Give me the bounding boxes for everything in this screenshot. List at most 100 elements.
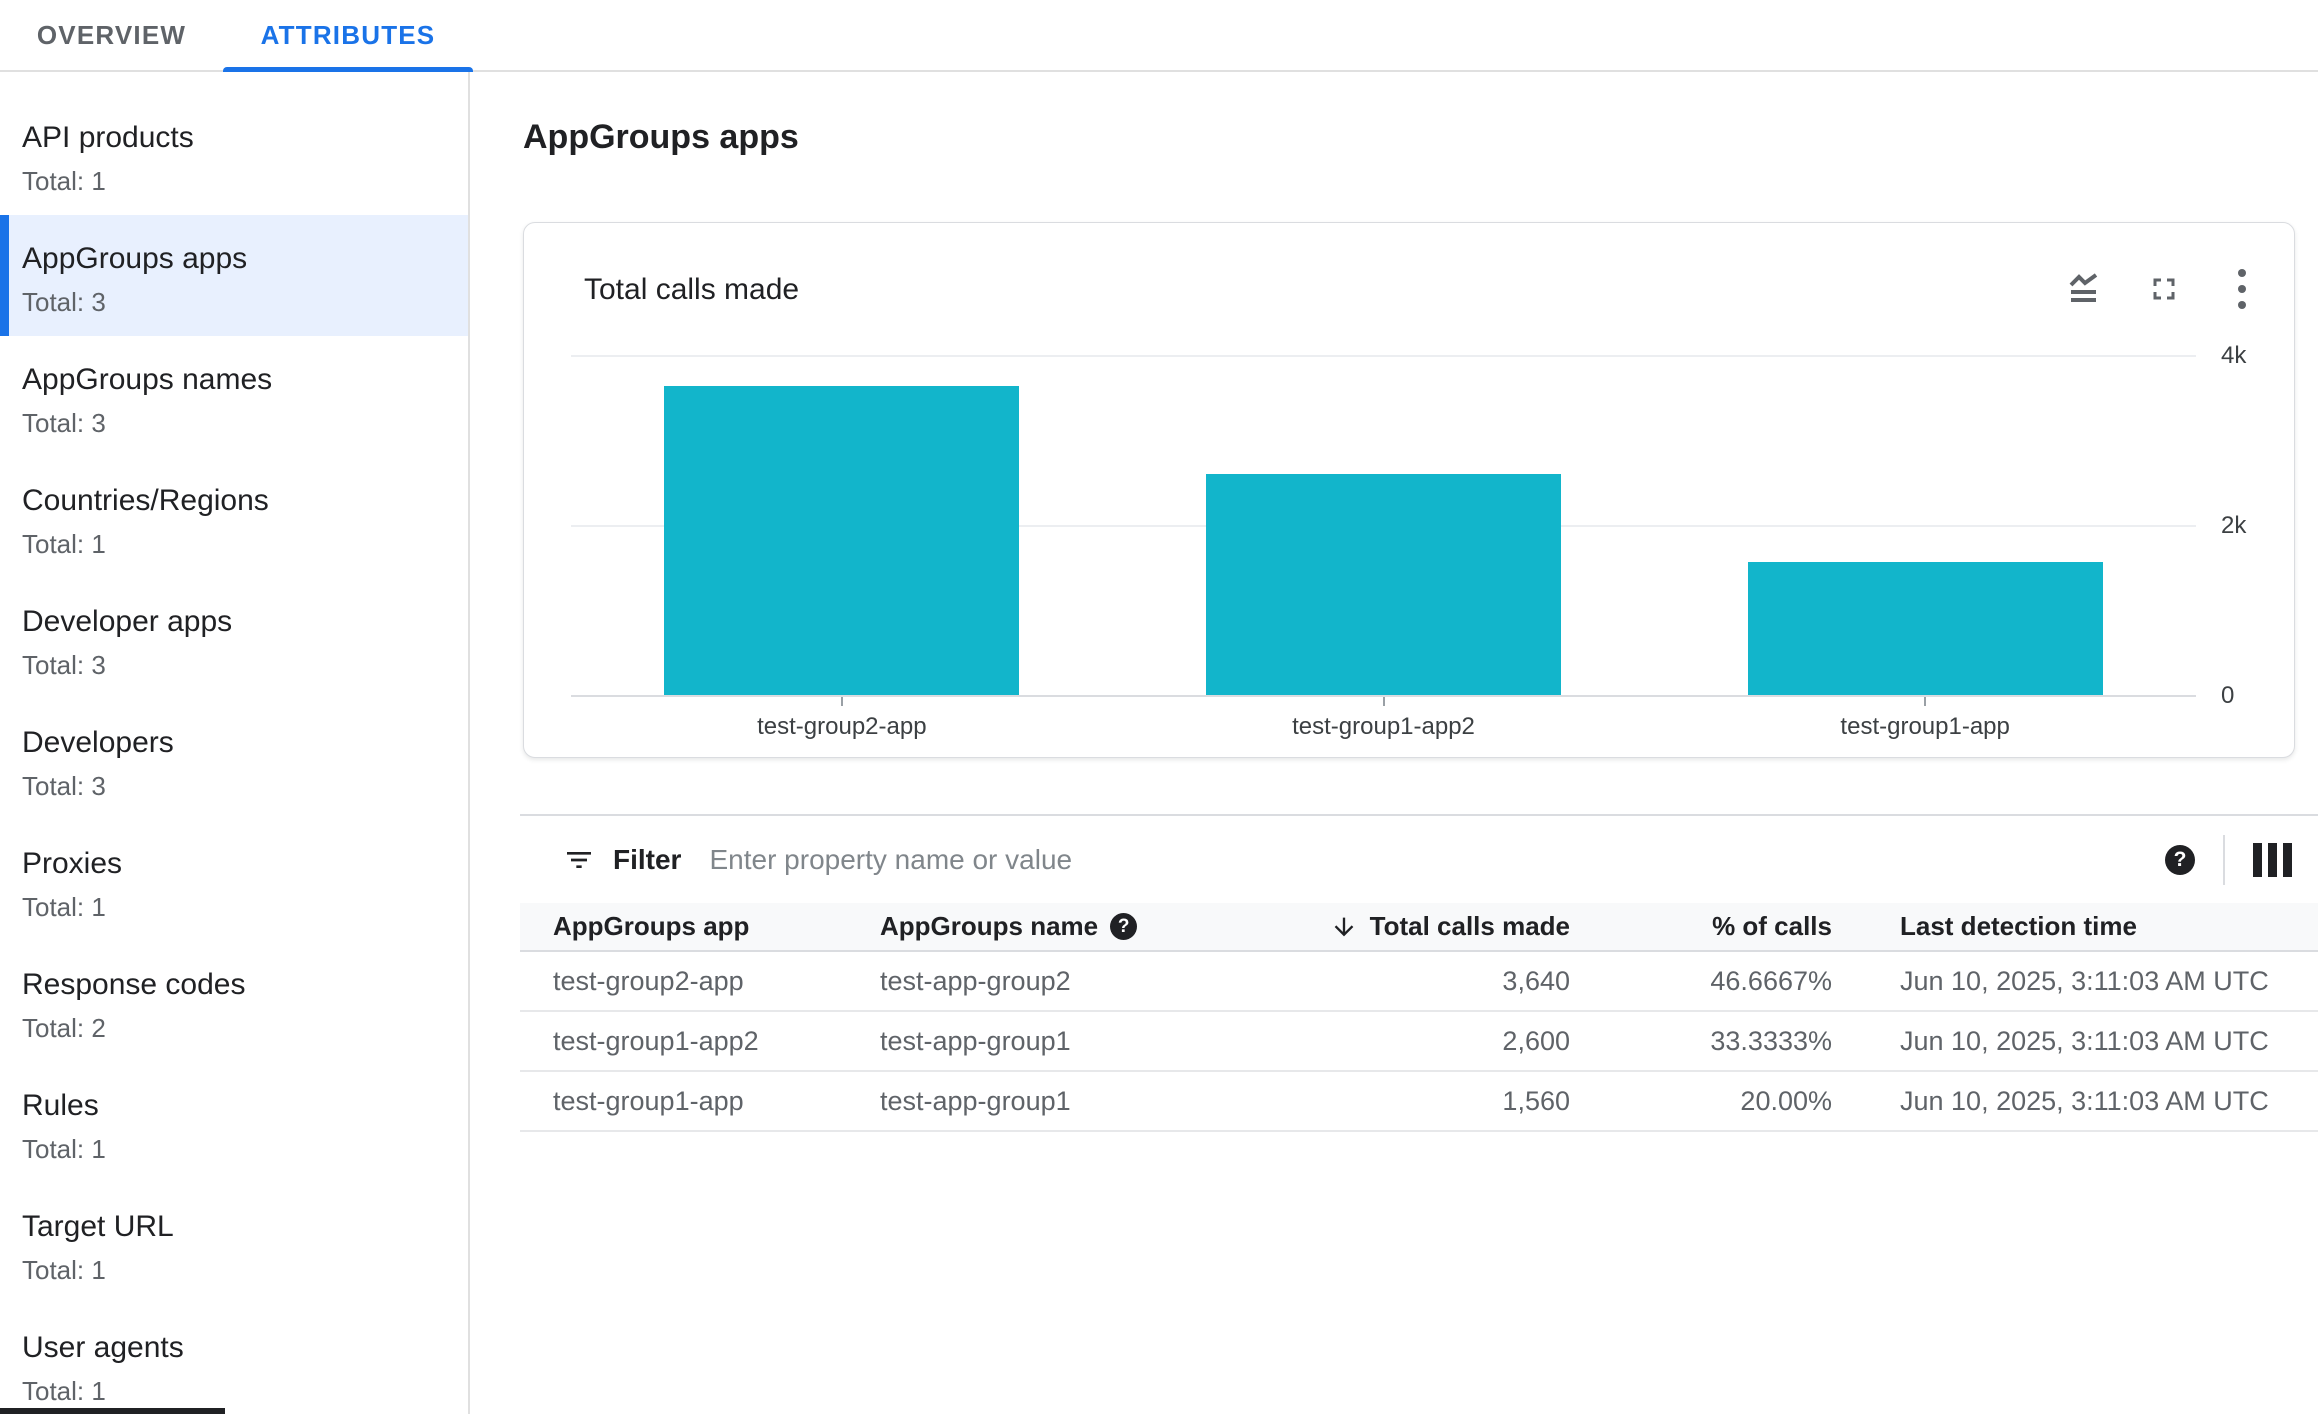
table-cell: test-app-group1 <box>880 1025 1071 1056</box>
sidebar-item-total: Total: 3 <box>22 771 106 801</box>
sidebar-item-label: User agents <box>22 1331 184 1364</box>
filter-label: Filter <box>613 843 682 875</box>
filter-input[interactable] <box>707 842 2165 877</box>
table-body: test-group2-app test-app-group2 3,640 46.66… <box>520 952 2318 1132</box>
table-cell: Jun 10, 2025, 3:11:03 AM UTC <box>1900 1025 2269 1056</box>
y-axis-label: 4k <box>2221 342 2247 369</box>
horizontal-scrollbar-thumb[interactable] <box>0 1408 225 1414</box>
y-axis-label: 2k <box>2221 512 2247 539</box>
table-actions: ? <box>2165 834 2292 885</box>
tab-attributes-label: ATTRIBUTES <box>260 19 436 50</box>
total-calls-chart-card: Total calls made 4k 2k 0 test-group2-app tes… <box>523 222 2295 758</box>
active-tab-underline <box>223 67 473 72</box>
column-header-label: AppGroups app <box>553 911 750 941</box>
sidebar-item-user-agents[interactable]: User agents Total: 1 <box>0 1304 468 1425</box>
table-cell: 3,640 <box>1502 965 1570 996</box>
filter-icon <box>563 844 595 876</box>
chart-title: Total calls made <box>584 273 800 306</box>
tab-bar: OVERVIEW ATTRIBUTES <box>0 0 2318 72</box>
bar-chart: 4k 2k 0 test-group2-app test-group1-app2 test… <box>524 223 2294 757</box>
column-header-label: Total calls made <box>1369 911 1570 941</box>
sidebar-item-total: Total: 1 <box>22 1134 106 1164</box>
table-row: test-group1-app2 test-app-group1 2,600 33.3… <box>520 1012 2318 1072</box>
x-axis-label: test-group2-app <box>757 713 927 740</box>
attributes-sidebar: API products Total: 1 AppGroups apps Tot… <box>0 70 470 1414</box>
sidebar-item-label: Target URL <box>22 1210 174 1243</box>
table-cell: test-app-group1 <box>880 1085 1071 1116</box>
column-header-label: AppGroups name <box>880 911 1099 941</box>
table-header: AppGroups app AppGroups name? Total calls … <box>520 903 2318 952</box>
column-header-of-calls[interactable]: % of calls <box>1570 911 1832 942</box>
table-cell: Jun 10, 2025, 3:11:03 AM UTC <box>1900 965 2269 996</box>
bar-test-group1-app2[interactable] <box>1206 474 1561 695</box>
table-row: test-group2-app test-app-group2 3,640 46.66… <box>520 952 2318 1012</box>
x-axis-tick <box>1924 697 1927 706</box>
sidebar-item-rules[interactable]: Rules Total: 1 <box>0 1062 468 1183</box>
chart-type-icon[interactable] <box>2066 269 2106 309</box>
sidebar-item-countries-regions[interactable]: Countries/Regions Total: 1 <box>0 457 468 578</box>
attributes-table-section: Filter ? AppGroups app AppGroups name? Tot… <box>520 814 2318 1132</box>
sidebar-item-total: Total: 1 <box>22 166 106 196</box>
fullscreen-icon[interactable] <box>2144 269 2184 309</box>
tab-overview-label: OVERVIEW <box>36 19 187 50</box>
column-header-label: Last detection time <box>1900 911 2137 941</box>
table-cell: 20.00% <box>1740 1085 1832 1116</box>
filter-bar: Filter ? <box>520 814 2318 903</box>
x-axis-tick <box>1382 697 1385 706</box>
column-header-appgroups-app[interactable]: AppGroups app <box>520 911 880 942</box>
column-header-appgroups-name[interactable]: AppGroups name? <box>880 911 1210 942</box>
sidebar-item-total: Total: 1 <box>22 529 106 559</box>
selected-indicator-bar <box>0 215 9 336</box>
sidebar-item-appgroups-apps[interactable]: AppGroups apps Total: 3 <box>0 215 468 336</box>
main-content: AppGroups apps Total calls made 4k 2k 0 tes… <box>470 70 2318 1414</box>
table-cell: Jun 10, 2025, 3:11:03 AM UTC <box>1900 1085 2269 1116</box>
sidebar-item-label: Proxies <box>22 847 123 880</box>
sidebar-item-total: Total: 3 <box>22 408 106 438</box>
help-icon[interactable]: ? <box>2165 844 2195 875</box>
sidebar-item-label: Rules <box>22 1089 99 1122</box>
sidebar-list: API products Total: 1 AppGroups apps Tot… <box>0 94 468 1425</box>
sort-descending-icon[interactable] <box>1330 913 1358 941</box>
table-cell: 46.6667% <box>1710 965 1832 996</box>
more-options-icon[interactable] <box>2222 269 2262 309</box>
sidebar-item-label: AppGroups names <box>22 363 273 396</box>
table-cell: test-group1-app2 <box>553 1025 759 1056</box>
x-axis-tick <box>840 697 843 706</box>
sidebar-item-response-codes[interactable]: Response codes Total: 2 <box>0 941 468 1062</box>
table-cell: 2,600 <box>1502 1025 1570 1056</box>
gridline <box>571 355 2196 357</box>
sidebar-item-total: Total: 3 <box>22 287 106 317</box>
bar-test-group2-app[interactable] <box>664 385 1020 695</box>
x-axis-label: test-group1-app <box>1840 713 2010 740</box>
sidebar-item-total: Total: 1 <box>22 1376 106 1406</box>
sidebar-item-appgroups-names[interactable]: AppGroups names Total: 3 <box>0 336 468 457</box>
sidebar-item-total: Total: 1 <box>22 1255 106 1285</box>
sidebar-item-developer-apps[interactable]: Developer apps Total: 3 <box>0 578 468 699</box>
tab-overview[interactable]: OVERVIEW <box>0 0 223 70</box>
sidebar-item-target-url[interactable]: Target URL Total: 1 <box>0 1183 468 1304</box>
column-display-icon[interactable] <box>2253 842 2292 877</box>
divider <box>2223 834 2225 885</box>
sidebar-item-developers[interactable]: Developers Total: 3 <box>0 699 468 820</box>
sidebar-item-label: API products <box>22 121 194 154</box>
sidebar-item-label: Developer apps <box>22 605 233 638</box>
table-row: test-group1-app test-app-group1 1,560 20.00… <box>520 1072 2318 1132</box>
x-axis-label: test-group1-app2 <box>1292 713 1475 740</box>
column-header-total-calls-made[interactable]: Total calls made <box>1210 911 1570 942</box>
page-title: AppGroups apps <box>523 118 799 156</box>
sidebar-item-total: Total: 1 <box>22 892 106 922</box>
y-axis-label: 0 <box>2221 682 2235 709</box>
chart-card-actions <box>2066 269 2262 309</box>
help-icon[interactable]: ? <box>1110 913 1138 940</box>
bar-test-group1-app[interactable] <box>1747 562 2103 695</box>
column-header-last-detection-time[interactable]: Last detection time <box>1832 911 2318 942</box>
sidebar-item-proxies[interactable]: Proxies Total: 1 <box>0 820 468 941</box>
table-cell: test-app-group2 <box>880 965 1071 996</box>
sidebar-item-api-products[interactable]: API products Total: 1 <box>0 94 468 215</box>
tab-attributes[interactable]: ATTRIBUTES <box>223 0 473 72</box>
sidebar-item-label: Countries/Regions <box>22 484 269 517</box>
sidebar-item-label: Response codes <box>22 968 246 1001</box>
sidebar-item-total: Total: 2 <box>22 1013 106 1043</box>
sidebar-item-total: Total: 3 <box>22 650 106 680</box>
table-cell: 33.3333% <box>1710 1025 1832 1056</box>
